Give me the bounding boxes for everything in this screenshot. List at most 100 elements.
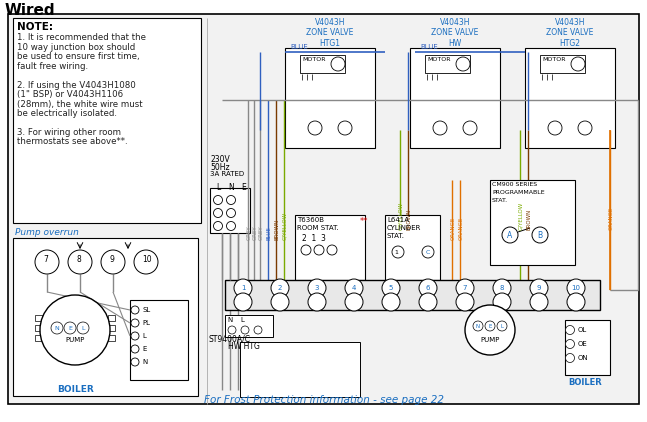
Text: N: N — [228, 183, 234, 192]
Text: STAT.: STAT. — [387, 233, 405, 239]
Circle shape — [234, 279, 252, 297]
Text: 3: 3 — [314, 285, 319, 291]
Text: BLUE: BLUE — [420, 44, 438, 50]
Circle shape — [565, 325, 575, 335]
Circle shape — [271, 293, 289, 311]
Text: ROOM STAT.: ROOM STAT. — [297, 225, 339, 231]
Text: 8: 8 — [499, 285, 504, 291]
Text: For Frost Protection information - see page 22: For Frost Protection information - see p… — [204, 395, 444, 405]
Text: BLUE: BLUE — [267, 226, 272, 240]
Circle shape — [345, 279, 363, 297]
Text: 7: 7 — [43, 255, 48, 264]
Text: BOILER: BOILER — [568, 378, 602, 387]
Text: PROGRAMMABLE: PROGRAMMABLE — [492, 190, 545, 195]
Text: be electrically isolated.: be electrically isolated. — [17, 109, 117, 118]
Circle shape — [502, 227, 518, 243]
Text: V4043H
ZONE VALVE
HTG1: V4043H ZONE VALVE HTG1 — [306, 18, 354, 48]
Bar — [295, 215, 365, 280]
Text: **: ** — [360, 217, 369, 226]
Text: L: L — [216, 183, 220, 192]
Circle shape — [456, 57, 470, 71]
Circle shape — [131, 358, 139, 366]
Text: L: L — [240, 317, 244, 323]
Text: G/YELLOW: G/YELLOW — [399, 202, 404, 230]
Bar — [210, 188, 250, 233]
Circle shape — [234, 293, 252, 311]
Circle shape — [214, 208, 223, 217]
Text: 7: 7 — [463, 285, 467, 291]
Circle shape — [456, 279, 474, 297]
Text: 3A RATED: 3A RATED — [210, 171, 244, 177]
Circle shape — [567, 293, 585, 311]
Text: MOTOR: MOTOR — [302, 57, 325, 62]
Circle shape — [77, 322, 89, 334]
Text: PUMP: PUMP — [480, 337, 499, 343]
Text: A: A — [507, 230, 512, 240]
Circle shape — [497, 321, 507, 331]
Text: 9: 9 — [537, 285, 542, 291]
Bar — [490, 180, 575, 265]
Text: thermostats see above**.: thermostats see above**. — [17, 138, 127, 146]
Text: Wired: Wired — [5, 3, 56, 18]
Circle shape — [345, 293, 363, 311]
Circle shape — [271, 279, 289, 297]
Bar — [425, 55, 470, 73]
Text: 4: 4 — [352, 285, 356, 291]
Text: STAT.: STAT. — [492, 198, 508, 203]
Bar — [35, 315, 42, 321]
Bar — [300, 55, 345, 73]
Text: 2: 2 — [278, 285, 282, 291]
Circle shape — [463, 121, 477, 135]
Text: fault free wiring.: fault free wiring. — [17, 62, 88, 70]
Text: MOTOR: MOTOR — [542, 57, 565, 62]
Circle shape — [228, 326, 236, 334]
Circle shape — [530, 293, 548, 311]
Text: PL: PL — [142, 320, 150, 326]
Text: CM900 SERIES: CM900 SERIES — [492, 182, 537, 187]
Circle shape — [131, 345, 139, 353]
Text: N: N — [54, 325, 60, 330]
Circle shape — [392, 246, 404, 258]
Text: 1: 1 — [394, 249, 398, 254]
Circle shape — [226, 222, 236, 230]
Circle shape — [308, 279, 326, 297]
Text: ORANGE: ORANGE — [450, 217, 455, 240]
Circle shape — [338, 121, 352, 135]
Text: B: B — [538, 230, 543, 240]
Text: HW HTG: HW HTG — [228, 342, 260, 351]
Circle shape — [419, 293, 437, 311]
Text: 10 way junction box should: 10 way junction box should — [17, 43, 135, 51]
Circle shape — [134, 250, 158, 274]
Circle shape — [567, 279, 585, 297]
Bar — [108, 335, 115, 341]
Text: 6: 6 — [426, 285, 430, 291]
Text: G/YELLOW: G/YELLOW — [518, 202, 523, 230]
Text: V4043H
ZONE VALVE
HTG2: V4043H ZONE VALVE HTG2 — [546, 18, 594, 48]
Circle shape — [35, 250, 59, 274]
Circle shape — [131, 319, 139, 327]
Text: V4043H
ZONE VALVE
HW: V4043H ZONE VALVE HW — [432, 18, 479, 48]
Bar — [240, 342, 360, 397]
Text: 2  1  3: 2 1 3 — [302, 234, 326, 243]
Circle shape — [131, 332, 139, 340]
Text: MOTOR: MOTOR — [427, 57, 450, 62]
Bar — [540, 55, 585, 73]
Text: BROWN: BROWN — [274, 219, 280, 240]
Circle shape — [314, 245, 324, 255]
Circle shape — [465, 305, 515, 355]
Circle shape — [382, 293, 400, 311]
Circle shape — [101, 250, 125, 274]
Text: E: E — [142, 346, 146, 352]
Circle shape — [214, 222, 223, 230]
Text: 9: 9 — [109, 255, 114, 264]
Circle shape — [530, 279, 548, 297]
Text: be used to ensure first time,: be used to ensure first time, — [17, 52, 140, 61]
Circle shape — [382, 279, 400, 297]
Circle shape — [214, 195, 223, 205]
Text: G/YELLOW: G/YELLOW — [283, 212, 287, 240]
Circle shape — [226, 208, 236, 217]
Text: ST9400A/C: ST9400A/C — [208, 334, 250, 343]
Text: NOTE:: NOTE: — [17, 22, 53, 32]
Bar — [385, 215, 440, 280]
Text: N: N — [142, 359, 148, 365]
